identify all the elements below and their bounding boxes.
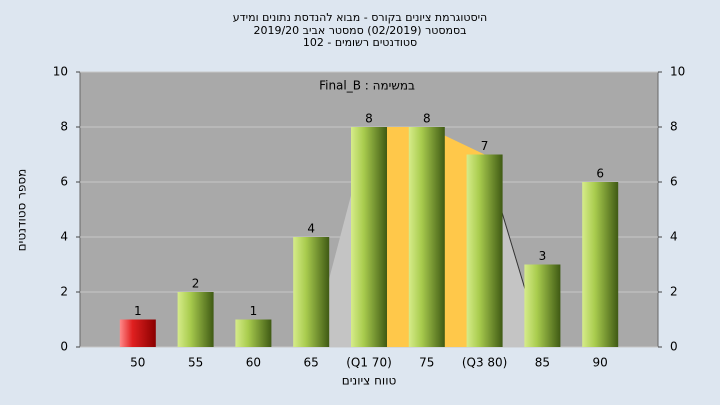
y-tick-label: 2: [60, 285, 68, 299]
y2-tick-label: 0: [670, 340, 678, 354]
x-tick-label: 50: [130, 356, 145, 370]
bar: [293, 237, 330, 347]
data-label: 7: [481, 139, 489, 153]
y-tick-label: 8: [60, 120, 68, 134]
bar: [351, 127, 387, 347]
chart-title: היסטוגרמת ציונים בקורס - מבוא להנדסת נתו…: [233, 11, 487, 24]
x-axis-label: טווח ציונים: [342, 374, 397, 388]
y-tick-label: 0: [60, 340, 68, 354]
bar: [524, 264, 561, 347]
y2-tick-label: 8: [670, 120, 678, 134]
data-label: 4: [307, 222, 315, 236]
x-tick-label: 60: [246, 356, 261, 370]
chart-subtitle: סטודנטים רשומים - 102: [303, 36, 417, 49]
x-tick-label: 85: [535, 356, 550, 370]
x-tick-label: 90: [593, 356, 608, 370]
x-tick-label: 75: [419, 356, 434, 370]
y-tick-label: 10: [53, 65, 68, 79]
data-label: 1: [250, 304, 258, 318]
annotation: Final_B : במשימה: [319, 79, 415, 93]
x-tick-label: 55: [188, 356, 203, 370]
data-label: 8: [423, 112, 431, 126]
y-axis-label: מספר סטודנטים: [15, 169, 29, 252]
bar: [119, 319, 156, 347]
x-tick-label: (Q1 70): [346, 356, 392, 370]
bar: [582, 182, 619, 347]
x-tick-label: 65: [304, 356, 319, 370]
data-label: 6: [596, 167, 604, 181]
y-tick-label: 4: [60, 230, 68, 244]
bar: [466, 154, 503, 347]
y2-tick-label: 6: [670, 175, 678, 189]
data-label: 3: [539, 249, 547, 263]
y2-tick-label: 2: [670, 285, 678, 299]
x-tick-label: (Q3 80): [462, 356, 508, 370]
y2-tick-label: 10: [670, 65, 685, 79]
y2-tick-label: 4: [670, 230, 678, 244]
bar: [177, 292, 214, 347]
data-label: 2: [192, 277, 200, 291]
bar: [408, 127, 445, 347]
chart-subtitle: בסמסטר (02/2019) סמסטר אביב 2019/20: [253, 24, 466, 37]
y-tick-label: 6: [60, 175, 68, 189]
data-label: 8: [365, 112, 373, 126]
data-label: 1: [134, 304, 142, 318]
bar: [235, 319, 272, 347]
